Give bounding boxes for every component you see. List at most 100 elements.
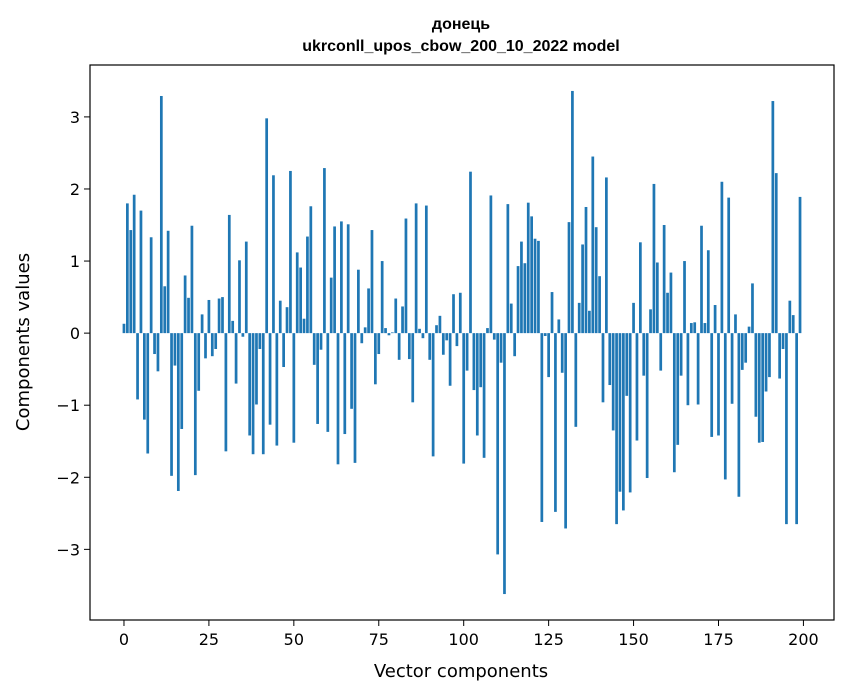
bar — [163, 286, 167, 334]
bar — [197, 333, 201, 391]
bar — [224, 333, 228, 452]
bar — [662, 225, 666, 334]
bar — [441, 333, 445, 355]
bar — [136, 333, 139, 400]
bar — [190, 225, 194, 334]
bar — [360, 333, 364, 344]
bar — [285, 307, 289, 334]
bar — [526, 202, 530, 334]
bar — [146, 333, 150, 454]
bar — [316, 333, 319, 424]
bar — [414, 203, 418, 334]
bar — [713, 305, 717, 334]
bar — [302, 318, 306, 334]
bar — [458, 292, 462, 334]
bar — [611, 333, 615, 431]
bar — [506, 204, 510, 334]
bar — [340, 221, 343, 334]
bar — [363, 327, 367, 334]
bar — [462, 333, 466, 464]
bar — [210, 333, 214, 357]
bar — [608, 333, 612, 386]
bar — [275, 333, 279, 446]
bar — [411, 333, 415, 403]
bar — [238, 260, 241, 334]
bar — [207, 299, 211, 334]
bar — [516, 266, 520, 334]
bar — [781, 333, 785, 349]
x-axis-label: Vector components — [374, 661, 548, 682]
bar — [387, 333, 391, 336]
bar — [367, 288, 370, 334]
bar — [183, 275, 187, 334]
bar — [251, 333, 255, 455]
bar — [533, 238, 537, 334]
bar — [326, 333, 330, 432]
bar — [221, 297, 224, 334]
plot-area-frame — [89, 64, 835, 621]
bar — [452, 294, 455, 334]
bar — [594, 227, 598, 334]
bar — [139, 210, 143, 334]
x-tick-label: 100 — [448, 630, 479, 649]
bar — [567, 222, 571, 334]
x-tick-label: 50 — [284, 630, 304, 649]
bar — [472, 333, 476, 391]
bar — [564, 333, 567, 529]
bar — [214, 333, 218, 349]
bar — [554, 333, 557, 512]
bar — [244, 241, 248, 334]
bar — [180, 333, 184, 429]
bar — [672, 333, 676, 473]
bar — [489, 195, 493, 334]
bar — [217, 298, 221, 334]
bar — [438, 315, 442, 334]
bar — [696, 333, 700, 405]
y-tick-label: −1 — [56, 396, 80, 415]
bar — [577, 302, 581, 334]
bar — [771, 101, 775, 334]
bar — [492, 333, 496, 340]
y-tick-label: 1 — [70, 252, 80, 271]
bar — [265, 118, 269, 334]
bar — [346, 224, 350, 334]
x-tick-label: 25 — [199, 630, 219, 649]
bar — [683, 261, 686, 334]
bar — [482, 333, 486, 458]
bar — [424, 205, 428, 334]
bar — [601, 333, 605, 403]
bar — [764, 333, 768, 392]
bar — [407, 333, 411, 360]
bar — [669, 272, 673, 334]
bar — [686, 333, 690, 406]
bar — [343, 333, 347, 435]
bar — [401, 306, 404, 334]
bar — [785, 333, 788, 525]
bar — [465, 333, 469, 371]
bar — [509, 303, 513, 334]
y-tick-label: 2 — [70, 180, 80, 199]
bar — [404, 218, 408, 334]
bar — [700, 225, 703, 334]
bar — [652, 183, 656, 334]
bar — [727, 197, 731, 334]
bar — [730, 333, 734, 404]
bar — [778, 333, 781, 379]
bar — [723, 333, 727, 480]
bar — [768, 333, 771, 378]
bar — [479, 333, 483, 388]
bar — [336, 333, 340, 465]
bar — [132, 194, 136, 334]
bar — [628, 333, 632, 493]
bar — [632, 302, 635, 334]
bar — [431, 333, 435, 457]
bar — [312, 333, 316, 365]
y-tick-label: −3 — [56, 540, 80, 559]
bar — [560, 333, 564, 373]
bar — [774, 173, 778, 334]
bar — [475, 333, 479, 436]
x-tick-label: 0 — [119, 630, 129, 649]
bar — [159, 95, 163, 334]
